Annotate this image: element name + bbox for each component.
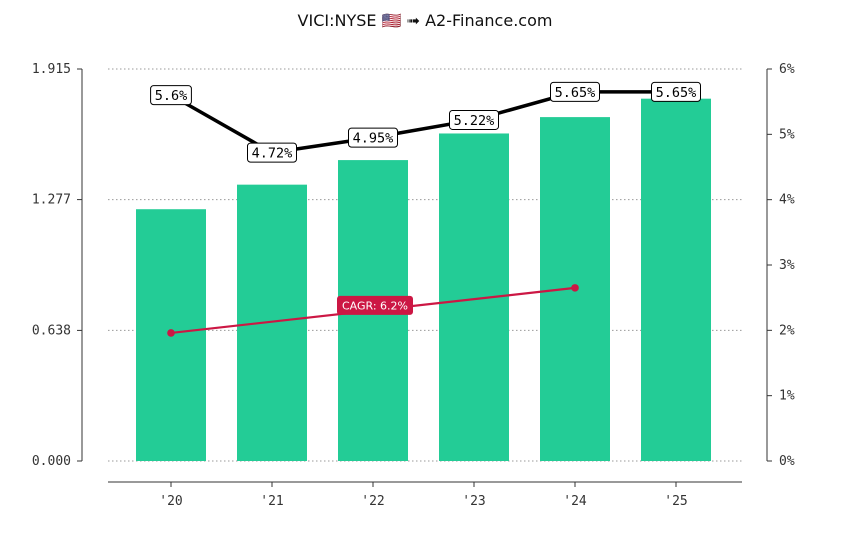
cagr-end-point [571,284,579,292]
yield-label-box [651,81,701,102]
left-axis-tick-label: 0.638 [32,323,71,338]
yield-data-label: 4.95% [353,131,394,147]
yield-label-box [449,109,499,130]
grid-lines [108,68,742,462]
yield-data-label: 5.6% [155,88,188,104]
right-axis-tick-label: 3% [779,258,795,273]
cagr-start-point [167,329,175,337]
right-axis-tick-label: 0% [779,454,795,469]
chart-title: VICI:NYSE 🇺🇸 ➟ A2-Finance.com [297,11,553,30]
right-axis-tick-label: 5% [779,127,795,142]
right-axis-tick-label: 4% [779,193,795,208]
labels: CAGR: 6.2% 5.6% 4.72% 4.95% 5.22% 5.65% 5.65% [150,81,701,315]
x-axis-tick-label: '21 [260,494,283,509]
right-axis-tick-label: 2% [779,323,795,338]
x-axis-tick-label: '20 [159,494,182,509]
left-axis-tick-label: 1.277 [32,193,71,208]
yield-data-label: 5.22% [454,113,495,129]
cagr-label-box [337,295,413,315]
yield-label-box [150,85,192,106]
yield-data-label: 4.72% [252,146,293,162]
yield-data-label: 5.65% [656,85,697,101]
left-axis-tick-label: 0.000 [32,454,71,469]
bar [237,184,307,462]
cagr-label: CAGR: 6.2% [342,299,408,312]
x-axis-tick-label: '25 [664,494,687,509]
bar [641,98,711,462]
bars [136,98,711,462]
left-axis-tick-label: 1.915 [32,62,71,77]
yield-label-box [348,127,398,148]
right-axis-tick-label: 6% [779,62,795,77]
yield-label-box [550,81,600,102]
axes: 0.000 0.638 1.277 1.915 0% 1% 2% 3% 4% 5% 6% '20 '21… [32,62,795,509]
yield-data-label: 5.65% [555,85,596,101]
x-axis-tick-label: '24 [563,494,587,509]
right-axis-tick-label: 1% [779,389,795,404]
yield-label-box [247,142,297,163]
x-axis-tick-label: '23 [462,494,485,509]
x-axis-tick-label: '22 [361,494,384,509]
